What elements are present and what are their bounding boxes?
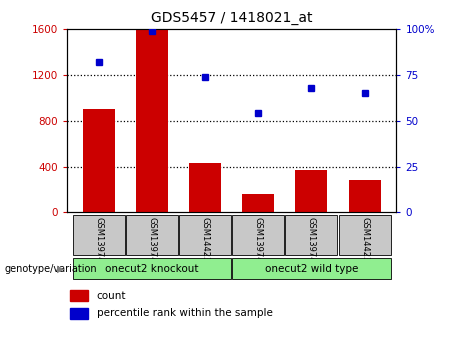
- Bar: [349, 180, 380, 212]
- FancyBboxPatch shape: [73, 258, 231, 280]
- FancyBboxPatch shape: [126, 215, 178, 256]
- Text: count: count: [96, 291, 126, 301]
- Text: onecut2 knockout: onecut2 knockout: [105, 264, 199, 274]
- FancyBboxPatch shape: [285, 215, 337, 256]
- Text: GSM1397411: GSM1397411: [254, 217, 263, 273]
- FancyBboxPatch shape: [73, 215, 125, 256]
- Text: GSM1442337: GSM1442337: [201, 217, 210, 273]
- Bar: [70, 290, 88, 301]
- Title: GDS5457 / 1418021_at: GDS5457 / 1418021_at: [151, 11, 313, 25]
- Text: genotype/variation: genotype/variation: [5, 264, 97, 274]
- Text: GSM1397412: GSM1397412: [307, 217, 316, 273]
- Text: onecut2 wild type: onecut2 wild type: [265, 264, 358, 274]
- Bar: [189, 163, 221, 212]
- Text: GSM1442336: GSM1442336: [360, 217, 369, 273]
- Bar: [296, 170, 327, 212]
- FancyBboxPatch shape: [232, 215, 284, 256]
- FancyBboxPatch shape: [232, 258, 390, 280]
- Bar: [136, 29, 168, 212]
- FancyBboxPatch shape: [179, 215, 231, 256]
- Text: GSM1397409: GSM1397409: [94, 217, 103, 273]
- Bar: [242, 194, 274, 212]
- Text: ▶: ▶: [57, 264, 65, 274]
- Bar: [70, 308, 88, 319]
- Bar: [83, 109, 115, 212]
- FancyBboxPatch shape: [338, 215, 390, 256]
- Text: percentile rank within the sample: percentile rank within the sample: [96, 308, 272, 318]
- Text: GSM1397410: GSM1397410: [148, 217, 156, 273]
